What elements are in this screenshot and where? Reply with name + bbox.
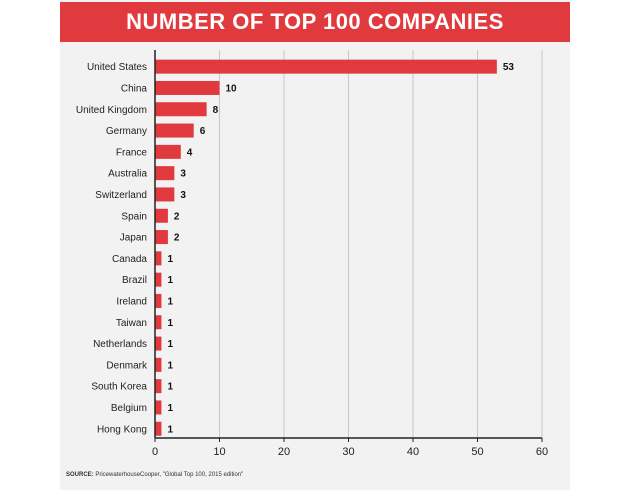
bar-brazil bbox=[155, 272, 162, 287]
x-tick-label-10: 10 bbox=[213, 446, 225, 458]
category-label-switzerland: Switzerland bbox=[95, 190, 147, 201]
value-label-japan: 2 bbox=[174, 233, 180, 244]
category-label-taiwan: Taiwan bbox=[116, 318, 147, 329]
bar-hong-kong bbox=[155, 421, 162, 436]
x-tick-label-30: 30 bbox=[342, 446, 354, 458]
category-label-denmark: Denmark bbox=[106, 360, 148, 371]
value-label-france: 4 bbox=[187, 147, 193, 158]
bar-united-states bbox=[155, 59, 497, 74]
bar-united-kingdom bbox=[155, 102, 207, 117]
bar-switzerland bbox=[155, 187, 175, 202]
x-tick-label-20: 20 bbox=[278, 446, 290, 458]
bar-taiwan bbox=[155, 315, 162, 330]
bar-spain bbox=[155, 208, 168, 223]
category-label-united-kingdom: United Kingdom bbox=[76, 105, 147, 116]
value-label-belgium: 1 bbox=[167, 403, 173, 414]
source-note: SOURCE: PricewaterhouseCooper, "Global T… bbox=[66, 472, 566, 478]
value-label-taiwan: 1 bbox=[167, 318, 173, 329]
category-label-ireland: Ireland bbox=[116, 296, 147, 307]
category-label-brazil: Brazil bbox=[122, 275, 147, 286]
bar-france bbox=[155, 144, 181, 159]
bar-japan bbox=[155, 230, 168, 245]
category-label-china: China bbox=[121, 83, 148, 94]
chart-panel bbox=[60, 0, 570, 490]
value-label-spain: 2 bbox=[174, 211, 180, 222]
value-label-united-states: 53 bbox=[503, 62, 515, 73]
category-label-australia: Australia bbox=[108, 169, 147, 180]
value-label-australia: 3 bbox=[180, 169, 186, 180]
value-label-united-kingdom: 8 bbox=[213, 105, 219, 116]
bar-canada bbox=[155, 251, 162, 266]
value-label-switzerland: 3 bbox=[180, 190, 186, 201]
value-label-brazil: 1 bbox=[167, 275, 173, 286]
bar-china bbox=[155, 80, 220, 95]
value-label-ireland: 1 bbox=[167, 296, 173, 307]
bar-south-korea bbox=[155, 379, 162, 394]
bar-australia bbox=[155, 166, 175, 181]
bar-netherlands bbox=[155, 336, 162, 351]
title-banner: NUMBER OF TOP 100 COMPANIES bbox=[60, 2, 570, 42]
category-label-united-states: United States bbox=[87, 62, 147, 73]
bar-belgium bbox=[155, 400, 162, 415]
category-label-south-korea: South Korea bbox=[91, 382, 147, 393]
value-label-hong-kong: 1 bbox=[167, 424, 173, 435]
bar-ireland bbox=[155, 293, 162, 308]
category-label-germany: Germany bbox=[106, 126, 147, 137]
bar-germany bbox=[155, 123, 194, 138]
x-tick-label-60: 60 bbox=[536, 446, 548, 458]
chart-title: NUMBER OF TOP 100 COMPANIES bbox=[126, 9, 504, 34]
source-label: SOURCE: bbox=[66, 472, 94, 478]
bar-denmark bbox=[155, 357, 162, 372]
category-label-netherlands: Netherlands bbox=[93, 339, 147, 350]
category-label-canada: Canada bbox=[112, 254, 147, 265]
category-label-hong-kong: Hong Kong bbox=[97, 424, 147, 435]
source-text: PricewaterhouseCooper, "Global Top 100, … bbox=[95, 472, 244, 478]
category-label-spain: Spain bbox=[121, 211, 147, 222]
value-label-south-korea: 1 bbox=[167, 382, 173, 393]
x-tick-label-0: 0 bbox=[152, 446, 158, 458]
value-label-netherlands: 1 bbox=[167, 339, 173, 350]
value-label-germany: 6 bbox=[200, 126, 206, 137]
category-label-belgium: Belgium bbox=[111, 403, 147, 414]
category-label-japan: Japan bbox=[120, 233, 147, 244]
category-label-france: France bbox=[116, 147, 148, 158]
value-label-canada: 1 bbox=[167, 254, 173, 265]
value-label-denmark: 1 bbox=[167, 360, 173, 371]
x-tick-label-50: 50 bbox=[471, 446, 483, 458]
x-tick-label-40: 40 bbox=[407, 446, 419, 458]
value-label-china: 10 bbox=[226, 83, 238, 94]
